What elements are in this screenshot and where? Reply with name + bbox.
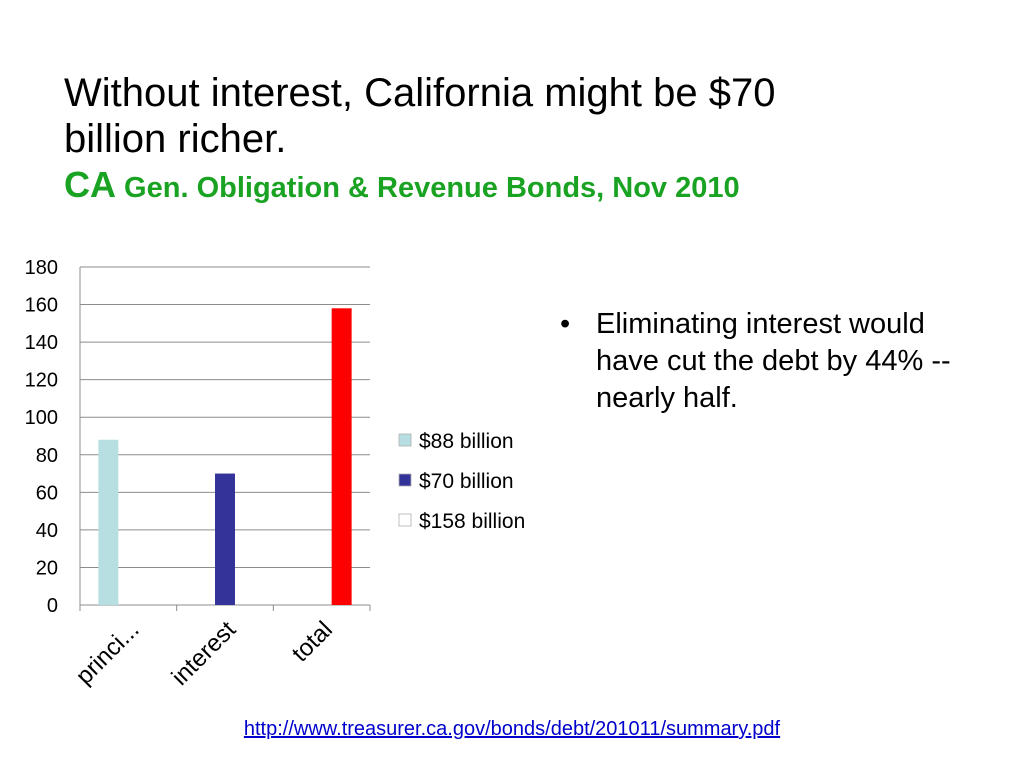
y-tick-label: 20 [36,557,58,579]
y-tick-label: 100 [25,407,58,429]
slide-title: Without interest, California might be $7… [64,70,1004,206]
legend-swatch [398,433,412,447]
y-tick-label: 160 [25,295,58,317]
legend-swatch [398,513,412,527]
x-category-label: princi... [71,616,145,690]
x-category-label: total [287,616,338,667]
subtitle-rest: Gen. Obligation & Revenue Bonds, Nov 201… [116,172,740,204]
x-category-label: interest [166,616,241,691]
bullet-marker: • [560,308,571,340]
source-link[interactable]: http://www.treasurer.ca.gov/bonds/debt/2… [243,718,781,740]
y-tick-label: 60 [36,482,58,504]
y-tick-label: 120 [25,370,58,392]
y-tick-label: 40 [36,520,58,542]
y-tick-label: 0 [47,595,58,617]
y-tick-label: 180 [25,257,58,279]
chart-subtitle: CA Gen. Obligation & Revenue Bonds, Nov … [64,164,1004,206]
title-line-1: Without interest, California might be $7… [64,71,776,115]
bullet-point: • Eliminating interest would have cut th… [560,306,980,417]
legend-label: $158 billion [419,510,525,533]
y-tick-label: 140 [25,332,58,354]
legend-label: $70 billion [419,470,514,493]
bar [98,439,119,605]
bar-chart: 0 20 40 60 80 100 120 140 160 180 princi... interes… [25,257,526,691]
title-line-2: billion richer. [64,117,287,161]
bar [331,308,352,605]
legend-label: $88 billion [419,430,514,453]
subtitle-prefix: CA [64,164,116,205]
legend-swatch [398,473,412,487]
bullet-text: Eliminating interest would have cut the … [596,308,951,414]
bar [215,473,235,605]
y-tick-label: 80 [36,445,58,467]
